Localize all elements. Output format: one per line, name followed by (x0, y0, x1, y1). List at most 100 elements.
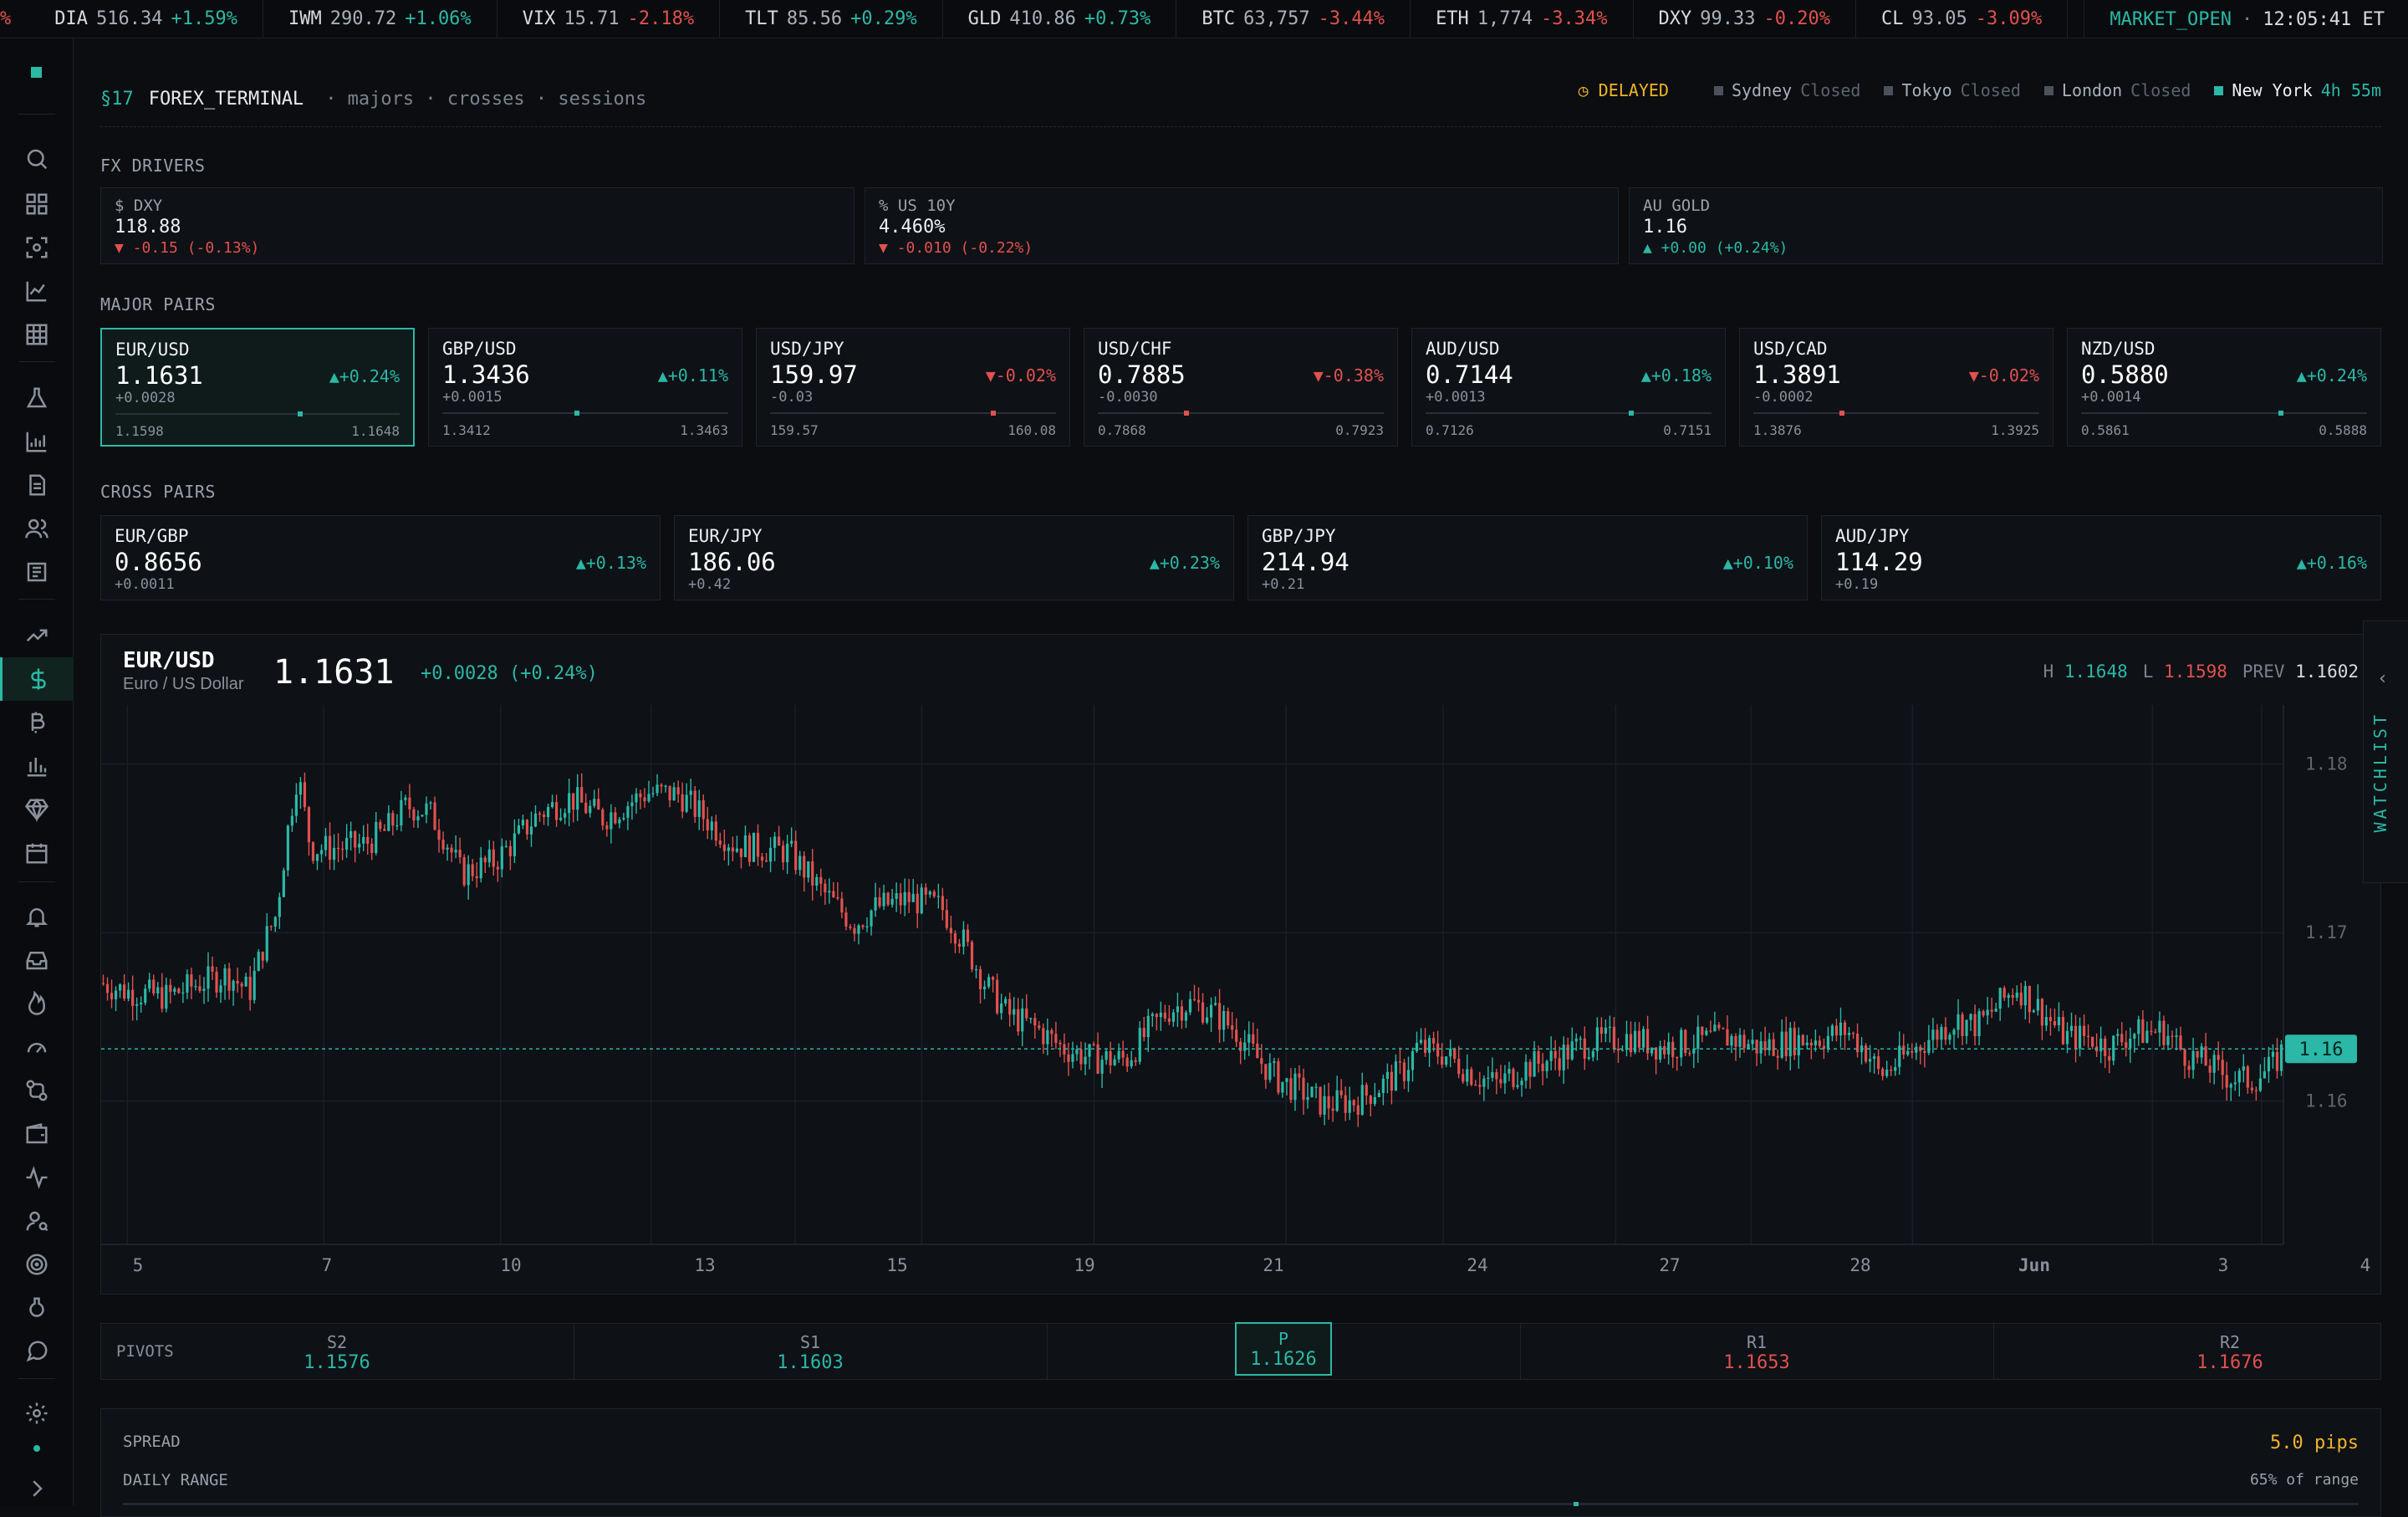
candle-body (643, 797, 646, 802)
flask-icon[interactable] (0, 376, 74, 420)
candle-body (282, 870, 285, 897)
candle-body (996, 979, 999, 1014)
candle-body (110, 993, 114, 999)
candle-body (747, 835, 752, 862)
candle-body (1130, 1060, 1133, 1067)
pulse-icon[interactable] (0, 1156, 74, 1199)
candle-body (1873, 1056, 1876, 1060)
candle-body (1385, 1071, 1389, 1079)
grid-icon[interactable] (0, 313, 74, 356)
candle-body (844, 912, 848, 927)
cross-card[interactable]: GBP/JPY 214.94 ▲+0.10% +0.21 (1247, 515, 1808, 600)
bitcoin-icon[interactable] (0, 701, 74, 744)
candle-body (366, 836, 370, 844)
candle-body (1369, 1096, 1372, 1105)
driver-card[interactable]: AU GOLD 1.16 ▲ +0.00 (+0.24%) (1629, 187, 2383, 264)
users-icon[interactable] (0, 507, 74, 550)
candle-body (2187, 1065, 2191, 1070)
line-chart-icon[interactable] (0, 269, 74, 313)
search-icon[interactable] (0, 137, 74, 181)
candle-body (1915, 1046, 1918, 1053)
candle-body (1017, 1009, 1020, 1032)
crosses-title: CROSS PAIRS (100, 482, 216, 502)
chart-x-tick: 4 (2360, 1255, 2371, 1275)
candle-body (962, 929, 966, 947)
candle-body (1641, 1029, 1645, 1048)
cross-card[interactable]: EUR/JPY 186.06 ▲+0.23% +0.42 (674, 515, 1234, 600)
pair-card[interactable]: GBP/USD 1.3436 ▲+0.11% +0.0015 1.3412 1.3463 (428, 328, 742, 447)
cross-card[interactable]: EUR/GBP 0.8656 ▲+0.13% +0.0011 (100, 515, 661, 600)
forex-dollar-icon[interactable] (0, 657, 74, 701)
diamond-icon[interactable] (0, 788, 74, 831)
candle-body (105, 983, 110, 993)
user-search-icon[interactable] (0, 1199, 74, 1243)
high-low-prev: H 1.1648 L 1.1598 PREV 1.1602 (2043, 661, 2359, 682)
ticker-item[interactable]: IWM 290.72 +1.06% (263, 0, 497, 38)
candle-body (450, 847, 453, 853)
candle-body (697, 799, 701, 817)
pair-card[interactable]: AUD/USD 0.7144 ▲+0.18% +0.0013 0.7126 0.7151 (1411, 328, 1726, 447)
candle-body (315, 854, 319, 861)
ticker-item[interactable]: DIA 516.34 +1.59% (29, 0, 263, 38)
ticker-item[interactable]: GLD 410.86 +0.73% (943, 0, 1177, 38)
watchlist-tab[interactable]: ‹ WATCHLIST (2363, 621, 2408, 883)
driver-card[interactable]: % US 10Y 4.460% ▼ -0.010 (-0.22%) (865, 187, 1619, 264)
bar-chart-icon[interactable] (0, 420, 74, 463)
expand-chevron-icon[interactable] (0, 1467, 74, 1510)
candle-body (2074, 1025, 2078, 1049)
candle-body (1986, 1009, 1989, 1016)
candle-body (1722, 1028, 1725, 1029)
candle-body (1352, 1100, 1355, 1106)
ticker-item[interactable]: TLT 85.56 +0.29% (720, 0, 943, 38)
ticker-items: DIA 516.34 +1.59% IWM 290.72 +1.06% VIX 15.71 -2… (29, 0, 2069, 38)
dashboard-icon[interactable] (0, 182, 74, 226)
ticker-item[interactable]: CL 93.05 -3.09% (1856, 0, 2069, 38)
candle-body (2275, 1051, 2279, 1071)
candle-body (1314, 1086, 1318, 1088)
bell-icon[interactable] (0, 895, 74, 938)
transfer-icon[interactable] (0, 1069, 74, 1112)
trending-up-icon[interactable] (0, 614, 74, 657)
pair-card[interactable]: NZD/USD 0.5880 ▲+0.24% +0.0014 0.5861 0.5888 (2067, 328, 2381, 447)
high-label: H (2043, 661, 2054, 682)
candle-body (1650, 1047, 1654, 1054)
scan-icon[interactable] (0, 226, 74, 269)
candle-body (1109, 1050, 1112, 1065)
inbox-icon[interactable] (0, 938, 74, 982)
candle-body (140, 1003, 143, 1004)
ticker-change: +1.06% (405, 8, 472, 29)
volume-bars-icon[interactable] (0, 744, 74, 788)
candle-body (2233, 1082, 2237, 1085)
ticker-item[interactable]: ETH 1,774 -3.34% (1411, 0, 1634, 38)
pair-card[interactable]: USD/CHF 0.7885 ▼-0.38% -0.0030 0.7868 0.7923 (1084, 328, 1398, 447)
chart-pair-name: EUR/USD (123, 648, 215, 673)
gauge-icon[interactable] (0, 1025, 74, 1069)
ticker-item[interactable]: BTC 63,757 -3.44% (1176, 0, 1411, 38)
target-icon[interactable] (0, 1243, 74, 1286)
candle-body (2150, 1030, 2153, 1032)
candle-body (2002, 988, 2006, 999)
candle-body (1637, 1030, 1641, 1048)
spread-value: 5.0 pips (2270, 1433, 2359, 1453)
ticker-item[interactable]: VIX 15.71 -2.18% (497, 0, 721, 38)
document-icon[interactable] (0, 463, 74, 507)
gear-icon[interactable] (0, 1392, 74, 1435)
pair-card[interactable]: EUR/USD 1.1631 ▲+0.24% +0.0028 1.1598 1.1648 (100, 328, 415, 447)
cross-card[interactable]: AUD/JPY 114.29 ▲+0.16% +0.19 (1821, 515, 2381, 600)
ticker-item[interactable]: DXY 99.33 -0.20% (1634, 0, 1856, 38)
chat-icon[interactable] (0, 1330, 74, 1373)
candle-body (1676, 1057, 1679, 1059)
news-icon[interactable] (0, 550, 74, 594)
driver-card[interactable]: $ DXY 118.88 ▼ -0.15 (-0.13%) (100, 187, 855, 264)
pair-name: GBP/USD (442, 339, 517, 359)
candle-body (1088, 1044, 1091, 1057)
candle-body (1013, 1009, 1016, 1015)
price-chart[interactable]: 1.18 1.17 1.16 5 7 10 13 15 19 21 24 27 28 Jun 3 4 1.16 (101, 705, 2380, 1290)
flame-icon[interactable] (0, 982, 74, 1025)
wallet-icon[interactable] (0, 1112, 74, 1156)
calendar-icon[interactable] (0, 831, 74, 875)
candle-body (2237, 1070, 2241, 1083)
pair-card[interactable]: USD/CAD 1.3891 ▼-0.02% -0.0002 1.3876 1.3925 (1739, 328, 2053, 447)
pair-card[interactable]: USD/JPY 159.97 ▼-0.02% -0.03 159.57 160.08 (756, 328, 1070, 447)
beaker-icon[interactable] (0, 1286, 74, 1330)
